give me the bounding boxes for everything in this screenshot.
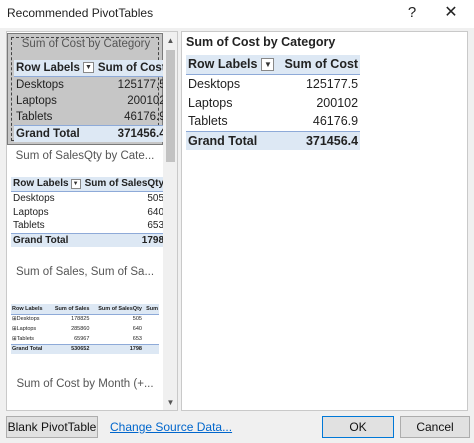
recommendation-title: Sum of Sales, Sum of Sa... xyxy=(15,266,155,278)
cancel-button[interactable]: Cancel xyxy=(400,416,470,438)
dropdown-icon: ▼ xyxy=(82,62,94,74)
dropdown-icon: ▼ xyxy=(261,58,275,72)
column-header: Sum of SalesQty xyxy=(82,177,167,192)
table-row: Desktops 505 xyxy=(13,192,165,204)
column-header: Row Labels xyxy=(13,178,69,190)
change-source-data-link[interactable]: Change Source Data... xyxy=(110,420,233,434)
table-row: Laptops 200102 xyxy=(16,95,166,107)
thumbnail-pivot-table: Row Labels ▼ Sum of SalesQty Desktops 505 … xyxy=(11,177,167,247)
thumbnail-pivot-table: Row Labels Sum of Sales Sum of SalesQty … xyxy=(11,304,159,354)
table-row: Tablets 653 xyxy=(13,220,165,232)
grand-total-row: Grand Total 1798 xyxy=(11,232,167,247)
table-row: ⊞Tablets 65967 653 xyxy=(12,335,142,342)
table-row: Tablets 46176.9 xyxy=(16,111,166,123)
scroll-up-icon[interactable]: ▲ xyxy=(166,36,175,45)
recommendation-item[interactable]: Sum of Cost by Month (+... xyxy=(7,375,163,410)
close-icon[interactable]: ✕ xyxy=(444,4,458,21)
dropdown-icon: ▼ xyxy=(70,178,81,189)
preview-title: Sum of Cost by Category xyxy=(186,35,336,49)
column-header: Sum of Cost xyxy=(95,60,168,77)
column-header: Row Labels xyxy=(11,304,49,315)
recommendation-title: Sum of Cost by Category xyxy=(21,38,151,50)
recommendations-list: Sum of Cost by Category Row Labels ▼ Sum … xyxy=(6,31,178,411)
ok-button[interactable]: OK xyxy=(322,416,394,438)
title-bar: Recommended PivotTables ? ✕ xyxy=(0,0,474,28)
recommendation-item-selected[interactable]: Sum of Cost by Category Row Labels ▼ Sum … xyxy=(7,33,168,145)
recommendation-item[interactable]: Sum of Sales, Sum of Sa... xyxy=(7,263,163,375)
table-row: ⊞Laptops 285860 640 xyxy=(12,326,142,332)
scrollbar-thumb[interactable] xyxy=(166,50,175,162)
table-row: Laptops 200102 xyxy=(188,95,359,110)
column-header: Sum of Cost xyxy=(282,55,361,75)
column-header: Row Labels xyxy=(16,62,80,74)
recommendation-title: Sum of SalesQty by Cate... xyxy=(15,150,155,162)
grand-total-row: Grand Total 530652 1798 xyxy=(11,343,159,354)
table-row: Laptops 640 xyxy=(13,206,165,218)
pivot-preview-pane: Sum of Cost by Category Row Labels ▼ Sum … xyxy=(181,31,468,411)
thumbnail-pivot-table: Row Labels ▼ Sum of Cost Desktops 125177.5… xyxy=(14,60,168,142)
blank-pivottable-button[interactable]: Blank PivotTable xyxy=(6,416,98,438)
help-icon[interactable]: ? xyxy=(407,4,417,21)
table-row: Desktops 125177.5 xyxy=(188,76,359,91)
table-row: Tablets 46176.9 xyxy=(188,114,359,129)
column-header: Sum xyxy=(142,304,159,315)
vertical-scrollbar[interactable]: ▲ ▼ xyxy=(163,32,177,410)
column-header: Sum of SalesQty xyxy=(90,304,143,315)
column-header: Row Labels xyxy=(188,57,258,72)
recommendation-item[interactable]: Sum of SalesQty by Cate... xyxy=(7,145,163,263)
recommendation-title: Sum of Cost by Month (+... xyxy=(16,378,154,390)
table-row: Desktops 125177.5 xyxy=(16,79,166,91)
window-title: Recommended PivotTables xyxy=(7,6,154,20)
grand-total-row: Grand Total 371456.4 xyxy=(186,130,361,150)
scroll-down-icon[interactable]: ▼ xyxy=(166,398,175,407)
table-row: ⊞Desktops 178825 505 xyxy=(12,316,142,323)
column-header: Sum of Sales xyxy=(48,304,91,315)
grand-total-row: Grand Total 371456.4 xyxy=(14,125,168,142)
preview-pivot-table: Row Labels ▼ Sum of Cost Desktops 125177.5… xyxy=(186,55,361,150)
